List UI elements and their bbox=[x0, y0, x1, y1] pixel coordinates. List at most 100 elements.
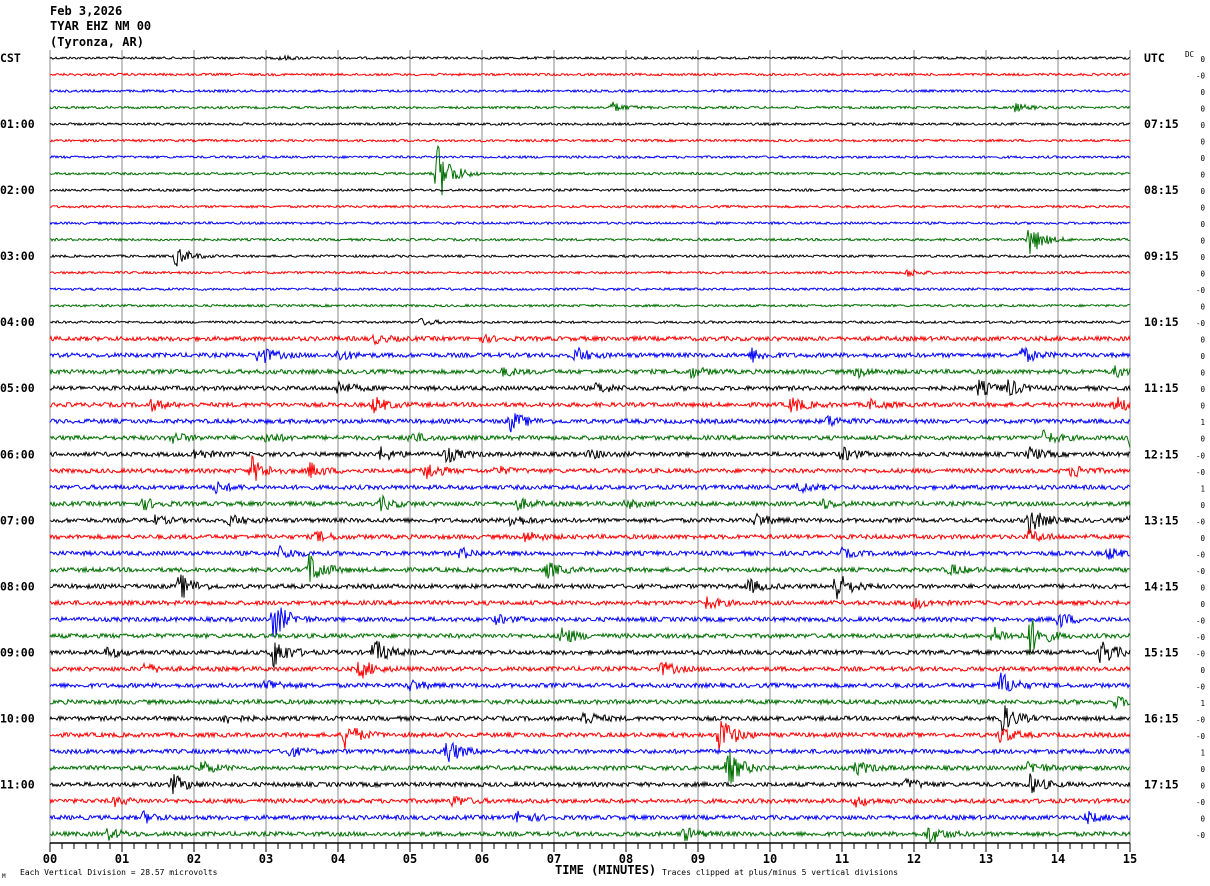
dc-offset-label: -0 bbox=[1196, 715, 1206, 724]
trace-row bbox=[49, 365, 1131, 380]
dc-offset-label: 0 bbox=[1200, 336, 1205, 345]
trace-row bbox=[49, 454, 1131, 481]
x-tick-label: 01 bbox=[115, 852, 129, 866]
dc-offset-label: -0 bbox=[1196, 633, 1206, 642]
dc-offset-label: 0 bbox=[1200, 253, 1205, 262]
trace-row bbox=[49, 672, 1131, 692]
trace-row bbox=[49, 810, 1131, 825]
trace-row bbox=[49, 827, 1131, 844]
location-label: (Tyronza, AR) bbox=[50, 35, 144, 49]
x-tick-label: 10 bbox=[763, 852, 777, 866]
dc-offset-label: 0 bbox=[1200, 237, 1205, 246]
dc-header: DC bbox=[1185, 50, 1194, 59]
trace-row bbox=[49, 544, 1130, 560]
trace-row bbox=[49, 640, 1131, 669]
traces bbox=[49, 54, 1131, 844]
dc-offset-label: -0 bbox=[1196, 682, 1206, 691]
trace-row bbox=[49, 187, 1130, 193]
x-tick-label: 14 bbox=[1051, 852, 1065, 866]
left-hour-label: 09:00 bbox=[0, 645, 35, 659]
dc-offset-label: -0 bbox=[1196, 286, 1206, 295]
right-hour-label: 17:15 bbox=[1144, 777, 1179, 791]
left-hour-label: 06:00 bbox=[0, 447, 35, 461]
dc-offset-label: 0 bbox=[1200, 204, 1205, 213]
trace-row bbox=[49, 619, 1131, 656]
trace-row bbox=[49, 333, 1131, 346]
trace-row bbox=[49, 527, 1131, 543]
x-tick-label: 11 bbox=[835, 852, 849, 866]
trace-row bbox=[49, 661, 1131, 679]
right-hour-label: 12:15 bbox=[1144, 447, 1179, 461]
trace-row bbox=[49, 751, 1131, 784]
trace-row bbox=[49, 512, 1131, 534]
dc-offset-label: -0 bbox=[1196, 616, 1206, 625]
x-tick-label: 05 bbox=[403, 852, 417, 866]
trace-row bbox=[49, 249, 1131, 267]
trace-row bbox=[49, 303, 1131, 308]
trace-row bbox=[49, 286, 1131, 292]
dc-offset-label: 0 bbox=[1200, 220, 1205, 229]
right-hour-label: 10:15 bbox=[1144, 315, 1179, 329]
clip-note: Traces clipped at plus/minus 5 vertical … bbox=[662, 868, 898, 877]
dc-offset-label: -0 bbox=[1196, 517, 1206, 526]
trace-row bbox=[49, 72, 1131, 77]
dc-offset-label: -0 bbox=[1196, 72, 1206, 81]
dc-offset-label: -0 bbox=[1196, 451, 1206, 460]
left-hour-label: 04:00 bbox=[0, 315, 35, 329]
dc-offset-label: 0 bbox=[1200, 369, 1205, 378]
dc-offset-label: 1 bbox=[1200, 418, 1205, 427]
right-hour-label: 07:15 bbox=[1144, 117, 1179, 131]
dc-offset-label: -0 bbox=[1196, 831, 1206, 840]
date-label: Feb 3,2026 bbox=[50, 4, 122, 18]
dc-offset-label: 0 bbox=[1200, 171, 1205, 180]
dc-offset-label: 0 bbox=[1200, 138, 1205, 147]
dc-offset-label: -0 bbox=[1196, 319, 1206, 328]
right-hour-label: 13:15 bbox=[1144, 513, 1179, 527]
dc-offset-label: 0 bbox=[1200, 303, 1205, 312]
trace-row bbox=[49, 396, 1131, 414]
x-tick-label: 03 bbox=[259, 852, 273, 866]
x-tick-label: 15 bbox=[1123, 852, 1137, 866]
trace-row bbox=[49, 607, 1131, 638]
trace-row bbox=[49, 494, 1131, 512]
dc-offset-label: 0 bbox=[1200, 385, 1205, 394]
trace-row bbox=[49, 144, 1131, 196]
trace-row bbox=[49, 574, 1131, 600]
left-hour-label: 02:00 bbox=[0, 183, 35, 197]
trace-row bbox=[49, 204, 1131, 210]
x-tick-label: 04 bbox=[331, 852, 345, 866]
right-hour-label: 11:15 bbox=[1144, 381, 1179, 395]
dc-offset-label: 1 bbox=[1200, 484, 1205, 493]
trace-row bbox=[49, 268, 1131, 278]
dc-offset-label: 0 bbox=[1200, 600, 1205, 609]
trace-row bbox=[49, 741, 1131, 763]
dc-offset-label: 0 bbox=[1200, 534, 1205, 543]
grid-lines bbox=[49, 50, 1131, 843]
trace-row bbox=[49, 596, 1131, 610]
trace-row bbox=[49, 481, 1131, 495]
dc-offset-label: 0 bbox=[1200, 781, 1205, 790]
trace-row bbox=[49, 54, 1131, 61]
trace-row bbox=[49, 101, 1131, 113]
x-tick-label: 02 bbox=[187, 852, 201, 866]
left-hour-label: 03:00 bbox=[0, 249, 35, 263]
hour-labels: 0 -0 0 0 0 0 0 0 0 0 0 0 0 0 -0 0 -0 0 0 0 0 0 1 0 -0 -0 1 0 -0 0 -0 -0… bbox=[0, 55, 1205, 840]
trace-row bbox=[49, 553, 1131, 582]
x-axis: 00 01 02 03 04 05 06 07 08 09 10 11 12 13 14 15 bbox=[43, 842, 1137, 866]
dc-offset-label: 0 bbox=[1200, 105, 1205, 114]
dc-offset-label: 0 bbox=[1200, 666, 1205, 675]
scale-note: Each Vertical Division = 28.57 microvolt… bbox=[20, 868, 218, 877]
trace-row bbox=[49, 413, 1131, 433]
trace-row bbox=[49, 88, 1131, 94]
trace-row bbox=[49, 154, 1131, 160]
trace-row bbox=[49, 220, 1131, 226]
trace-row bbox=[49, 705, 1131, 734]
trace-row bbox=[49, 721, 1131, 751]
dc-offset-label: -0 bbox=[1196, 732, 1206, 741]
trace-row bbox=[49, 121, 1131, 127]
trace-row bbox=[49, 446, 1131, 464]
left-hour-label: 01:00 bbox=[0, 117, 35, 131]
dc-offset-label: 0 bbox=[1200, 154, 1205, 163]
